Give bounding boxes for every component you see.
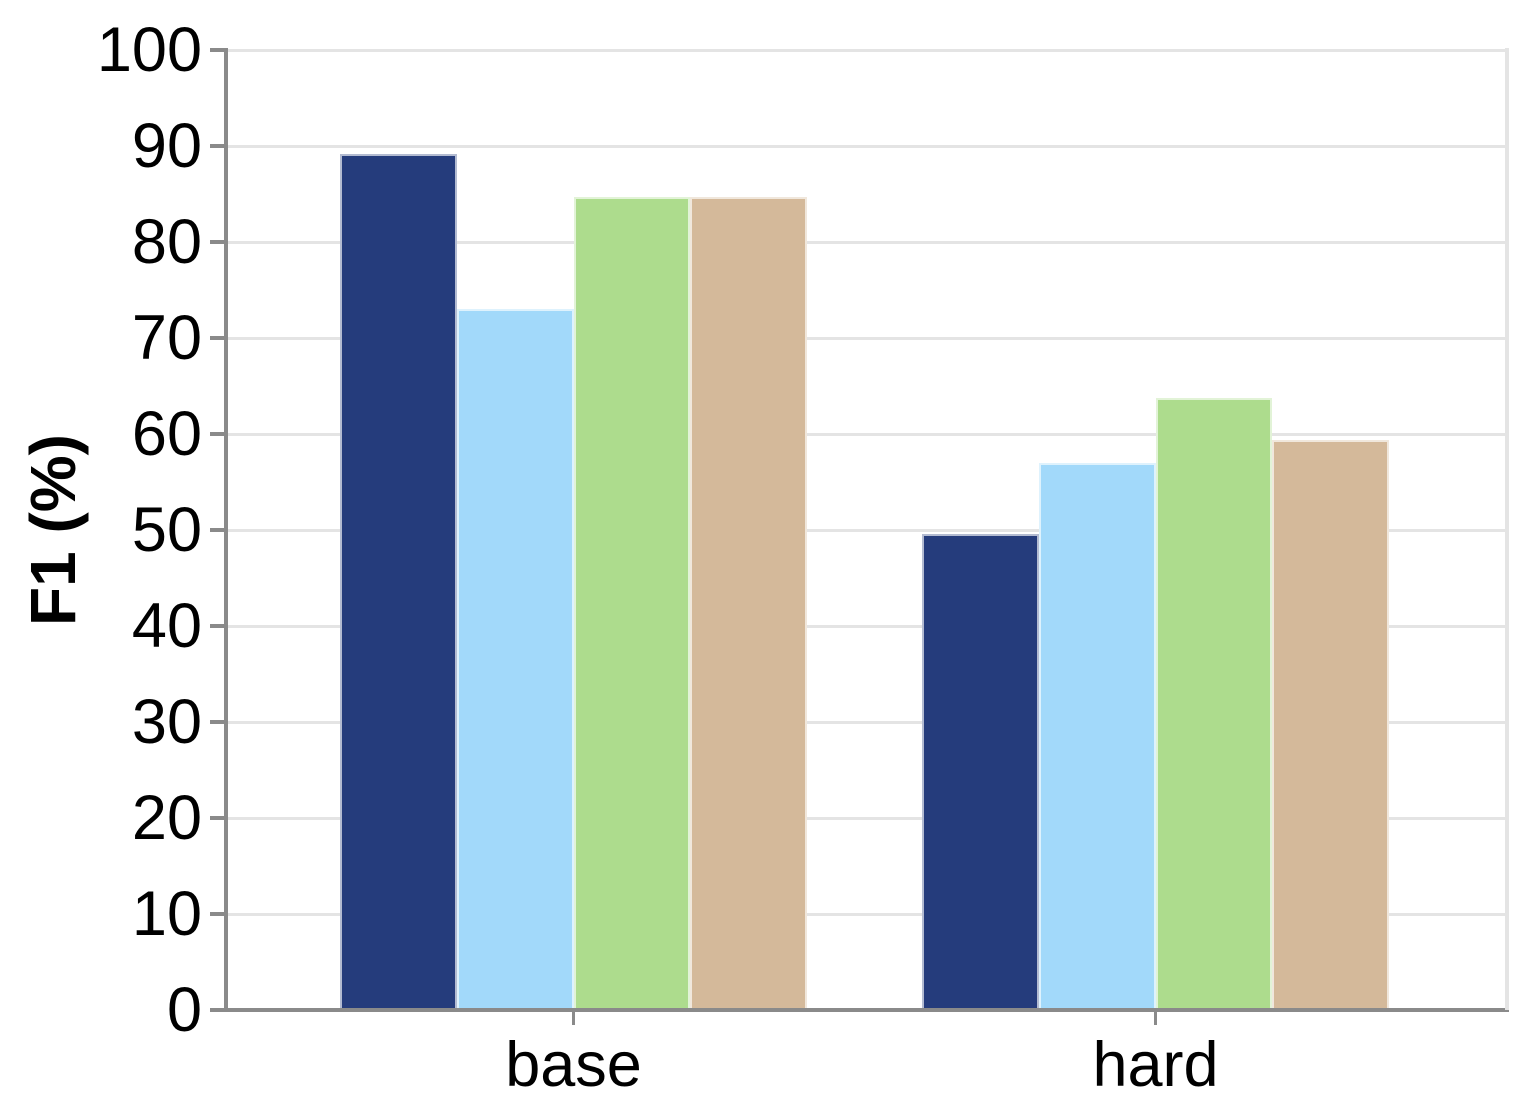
bar-base-tan (690, 196, 807, 1010)
y-tick-label: 40 (131, 590, 202, 661)
y-tick-label: 80 (131, 206, 202, 277)
bar-base-dark-navy (340, 153, 457, 1010)
y-tick-label: 60 (131, 398, 202, 469)
y-tick-90 (210, 144, 226, 148)
gridline-y-70 (226, 336, 1507, 340)
y-tick-40 (210, 624, 226, 628)
gridline-y-30 (226, 720, 1507, 724)
gridline-y-10 (226, 912, 1507, 916)
y-tick-label: 100 (96, 14, 202, 85)
y-tick-label: 70 (131, 302, 202, 373)
gridline-y-60 (226, 432, 1507, 436)
y-tick-label: 20 (131, 782, 202, 853)
gridline-y-100 (226, 48, 1507, 52)
y-tick-70 (210, 336, 226, 340)
bar-base-light-green (573, 196, 691, 1010)
gridline-y-90 (226, 144, 1507, 148)
y-tick-label: 90 (131, 110, 202, 181)
x-tick-base (571, 1010, 576, 1025)
y-tick-100 (210, 48, 226, 52)
bar-hard-light-green (1155, 397, 1273, 1010)
y-tick-label: 30 (131, 686, 202, 757)
gridline-y-50 (226, 528, 1507, 532)
y-tick-label: 0 (166, 974, 202, 1045)
x-tick-label-hard: hard (1092, 1029, 1219, 1100)
bar-hard-tan (1272, 439, 1389, 1010)
y-tick-20 (210, 816, 226, 820)
y-tick-80 (210, 240, 226, 244)
gridline-y-80 (226, 240, 1507, 244)
right-spine (1505, 48, 1509, 1010)
gridline-y-40 (226, 624, 1507, 628)
gridline-y-20 (226, 816, 1507, 820)
y-tick-50 (210, 528, 226, 532)
y-tick-10 (210, 912, 226, 916)
y-tick-30 (210, 720, 226, 724)
y-tick-0 (210, 1008, 226, 1012)
bar-hard-dark-navy (922, 533, 1039, 1010)
y-tick-label: 10 (131, 878, 202, 949)
y-tick-label: 50 (131, 494, 202, 565)
x-tick-hard (1153, 1010, 1158, 1025)
bottom-spine (224, 1008, 1509, 1012)
y-tick-60 (210, 432, 226, 436)
bar-base-light-blue (456, 309, 574, 1010)
x-tick-label-base: base (505, 1029, 642, 1100)
bar-hard-light-blue (1038, 462, 1156, 1010)
